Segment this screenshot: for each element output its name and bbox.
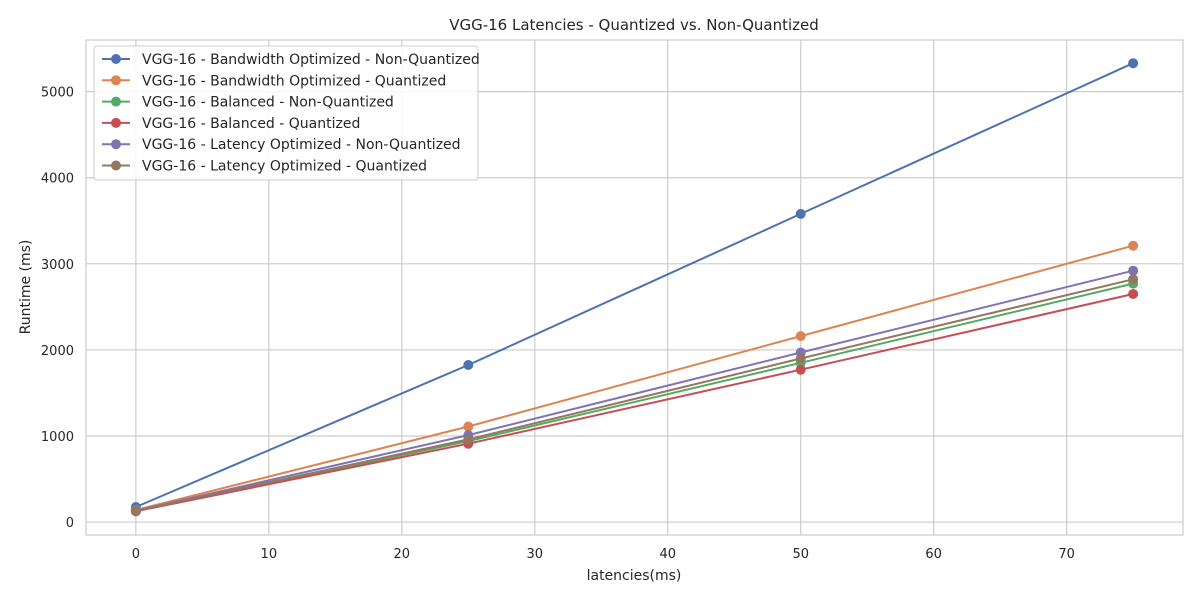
- legend-item: VGG-16 - Balanced - Quantized: [102, 116, 360, 132]
- data-point: [463, 421, 474, 432]
- legend-marker: [111, 160, 121, 171]
- legend-item: VGG-16 - Latency Optimized - Quantized: [102, 159, 427, 175]
- data-point: [463, 359, 474, 370]
- legend-label: VGG-16 - Bandwidth Optimized - Quantized: [142, 73, 446, 89]
- legend-item: VGG-16 - Latency Optimized - Non-Quantiz…: [102, 137, 461, 153]
- y-tick-label: 5000: [41, 86, 74, 101]
- legend-marker: [111, 54, 121, 64]
- tick-labels: 0 10 20 30 40 50 60 70 0 1000 2000 3000 4000 5000: [41, 86, 1075, 562]
- data-point: [1128, 265, 1139, 276]
- x-tick-label: 60: [925, 547, 942, 562]
- series-line: [135, 293, 1134, 513]
- data-point: [795, 331, 806, 342]
- legend-item: VGG-16 - Bandwidth Optimized - Quantized: [102, 73, 446, 89]
- legend-item: VGG-16 - Balanced - Non-Quantized: [102, 95, 394, 111]
- legend-marker: [111, 117, 121, 128]
- data-point: [1128, 274, 1139, 285]
- data-point: [1128, 58, 1139, 69]
- chart-title: VGG-16 Latencies - Quantized vs. Non-Qua…: [449, 16, 819, 34]
- data-point: [130, 505, 141, 516]
- series-line: [135, 244, 1134, 511]
- legend-item: VGG-16 - Bandwidth Optimized - Non-Quant…: [102, 52, 480, 68]
- x-tick-label: 20: [394, 547, 411, 562]
- data-point: [1128, 240, 1139, 251]
- series-line: [135, 269, 1134, 512]
- y-axis-label: Runtime (ms): [18, 240, 34, 335]
- plot-frame: [85, 39, 1184, 536]
- legend-marker: [111, 75, 121, 86]
- legend-box: [93, 45, 479, 181]
- grid: [86, 40, 1183, 535]
- x-tick-label: 0: [132, 547, 140, 562]
- data-point: [795, 353, 806, 364]
- y-tick-label: 3000: [41, 258, 74, 273]
- y-tick-label: 0: [66, 516, 74, 531]
- legend: VGG-16 - Bandwidth Optimized - Non-Quant…: [93, 45, 480, 181]
- x-tick-label: 30: [526, 547, 543, 562]
- y-tick-label: 2000: [41, 344, 74, 359]
- x-tick-label: 70: [1058, 547, 1075, 562]
- x-axis-label: latencies(ms): [587, 568, 682, 584]
- series-5: [130, 265, 1139, 516]
- series-6: [130, 274, 1139, 516]
- y-tick-label: 4000: [41, 172, 74, 187]
- series-2: [130, 240, 1139, 516]
- legend-label: VGG-16 - Bandwidth Optimized - Non-Quant…: [142, 52, 480, 68]
- y-tick-label: 1000: [41, 430, 74, 445]
- series-line: [135, 62, 1134, 508]
- x-tick-label: 10: [261, 547, 278, 562]
- legend-label: VGG-16 - Latency Optimized - Quantized: [142, 159, 427, 175]
- legend-label: VGG-16 - Latency Optimized - Non-Quantiz…: [142, 137, 461, 153]
- legend-marker: [111, 96, 121, 107]
- series-group: [130, 58, 1139, 517]
- legend-label: VGG-16 - Balanced - Non-Quantized: [142, 95, 394, 111]
- x-tick-label: 50: [792, 547, 809, 562]
- data-point: [795, 208, 806, 219]
- data-point: [795, 364, 806, 375]
- series-1: [130, 58, 1139, 513]
- data-point: [1128, 288, 1139, 299]
- data-point: [463, 434, 474, 445]
- x-tick-label: 40: [659, 547, 676, 562]
- series-line: [135, 278, 1134, 512]
- legend-label: VGG-16 - Balanced - Quantized: [142, 116, 360, 132]
- legend-marker: [111, 139, 121, 150]
